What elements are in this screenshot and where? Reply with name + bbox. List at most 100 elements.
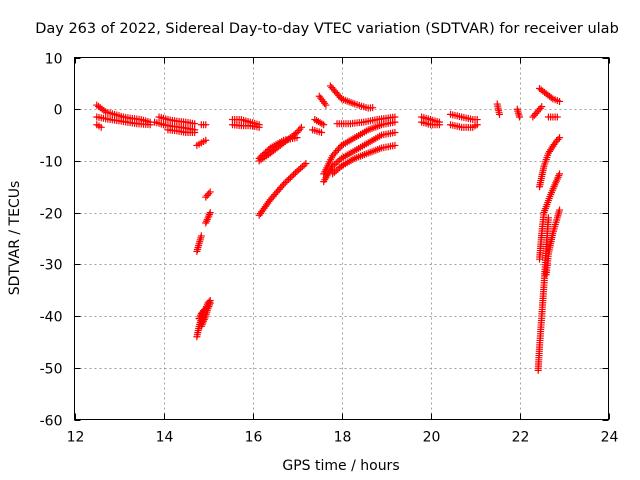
data-point xyxy=(296,125,304,133)
data-point xyxy=(197,322,205,330)
data-point xyxy=(391,141,399,149)
data-point xyxy=(286,174,294,182)
x-tick-labels: 12 14 16 18 20 22 24 xyxy=(67,430,619,446)
data-point xyxy=(263,147,271,155)
data-point xyxy=(203,216,211,224)
data-point xyxy=(283,177,291,185)
series-arc-y xyxy=(320,128,399,186)
data-point xyxy=(297,164,305,172)
data-point xyxy=(191,128,199,136)
data-point xyxy=(201,314,209,322)
data-point xyxy=(320,121,328,129)
data-point xyxy=(329,152,337,160)
series-arc-z xyxy=(329,141,399,178)
y-tick-label: 0 xyxy=(54,103,63,119)
data-point xyxy=(334,157,342,165)
data-point xyxy=(553,113,561,121)
x-tick-label: 18 xyxy=(334,430,352,446)
series-arc-i xyxy=(193,232,205,255)
data-point xyxy=(435,121,443,129)
data-point xyxy=(202,219,210,227)
data-point xyxy=(205,210,213,218)
data-point xyxy=(146,121,154,129)
data-point xyxy=(332,159,340,167)
data-point xyxy=(530,111,538,119)
series-arc-u xyxy=(309,126,325,136)
series-arc-v xyxy=(315,92,330,109)
data-point xyxy=(255,123,263,131)
data-point xyxy=(317,128,325,136)
data-point xyxy=(297,123,305,131)
x-tick-label: 24 xyxy=(601,430,619,446)
data-point xyxy=(555,172,563,180)
data-point xyxy=(332,148,340,156)
data-point xyxy=(202,136,210,144)
series-arc-ai xyxy=(536,85,564,105)
data-point xyxy=(544,214,552,222)
data-point xyxy=(298,163,306,171)
y-tick-label: -20 xyxy=(40,207,63,223)
series-arc-b xyxy=(93,113,154,129)
data-point xyxy=(255,154,263,162)
x-tick-label: 20 xyxy=(423,430,441,446)
data-point xyxy=(275,185,283,193)
data-point xyxy=(554,173,562,181)
data-point xyxy=(195,315,203,323)
series-arc-p xyxy=(228,121,263,131)
data-point xyxy=(257,153,265,161)
data-point xyxy=(391,113,399,121)
data-point xyxy=(391,128,399,136)
series-arc-af xyxy=(493,100,503,118)
plot-frame xyxy=(74,57,609,420)
data-point xyxy=(285,175,293,183)
y-tick-label: -10 xyxy=(40,155,63,171)
data-point xyxy=(334,165,342,173)
series-arc-f xyxy=(164,126,199,136)
data-point xyxy=(535,106,543,114)
series-arc-ad xyxy=(447,110,481,124)
data-point xyxy=(205,303,213,311)
grid-lines xyxy=(74,57,609,420)
data-point xyxy=(290,171,298,179)
data-point xyxy=(205,190,213,198)
data-point xyxy=(268,194,276,202)
series-arc-w xyxy=(326,82,377,112)
series-arc-g xyxy=(197,121,210,129)
series-arc-ae xyxy=(447,121,481,131)
data-point xyxy=(196,313,204,321)
series-arc-s xyxy=(255,160,310,219)
data-point xyxy=(293,134,301,142)
data-point xyxy=(260,150,268,158)
data-point xyxy=(200,317,208,325)
data-point xyxy=(97,123,105,131)
x-axis-label: GPS time / hours xyxy=(282,458,399,474)
data-point xyxy=(293,167,301,175)
data-point xyxy=(277,184,285,192)
y-axis-label: SDTVAR / TECUs xyxy=(7,181,23,296)
data-point xyxy=(199,319,207,327)
data-point xyxy=(330,150,338,158)
data-point xyxy=(204,214,212,222)
y-tick-label: -40 xyxy=(40,310,63,326)
data-point xyxy=(294,127,302,135)
data-point xyxy=(529,113,537,121)
data-point xyxy=(203,217,211,225)
series-arc-c xyxy=(93,121,105,131)
axis-ticks xyxy=(74,57,610,421)
y-tick-label: -50 xyxy=(40,362,63,378)
y-tick-label: 10 xyxy=(45,52,63,68)
data-point xyxy=(278,182,286,190)
data-point xyxy=(200,316,208,324)
x-tick-label: 12 xyxy=(67,430,85,446)
data-point xyxy=(335,145,343,153)
series-arc-ag xyxy=(513,105,523,121)
series-arc-ah xyxy=(529,103,546,121)
series-arc-r xyxy=(255,134,301,162)
data-point xyxy=(556,97,564,105)
series-arc-n xyxy=(197,299,214,330)
data-point xyxy=(516,113,523,121)
data-point xyxy=(198,321,206,329)
data-point xyxy=(554,135,562,143)
series-arc-ak xyxy=(536,134,564,191)
